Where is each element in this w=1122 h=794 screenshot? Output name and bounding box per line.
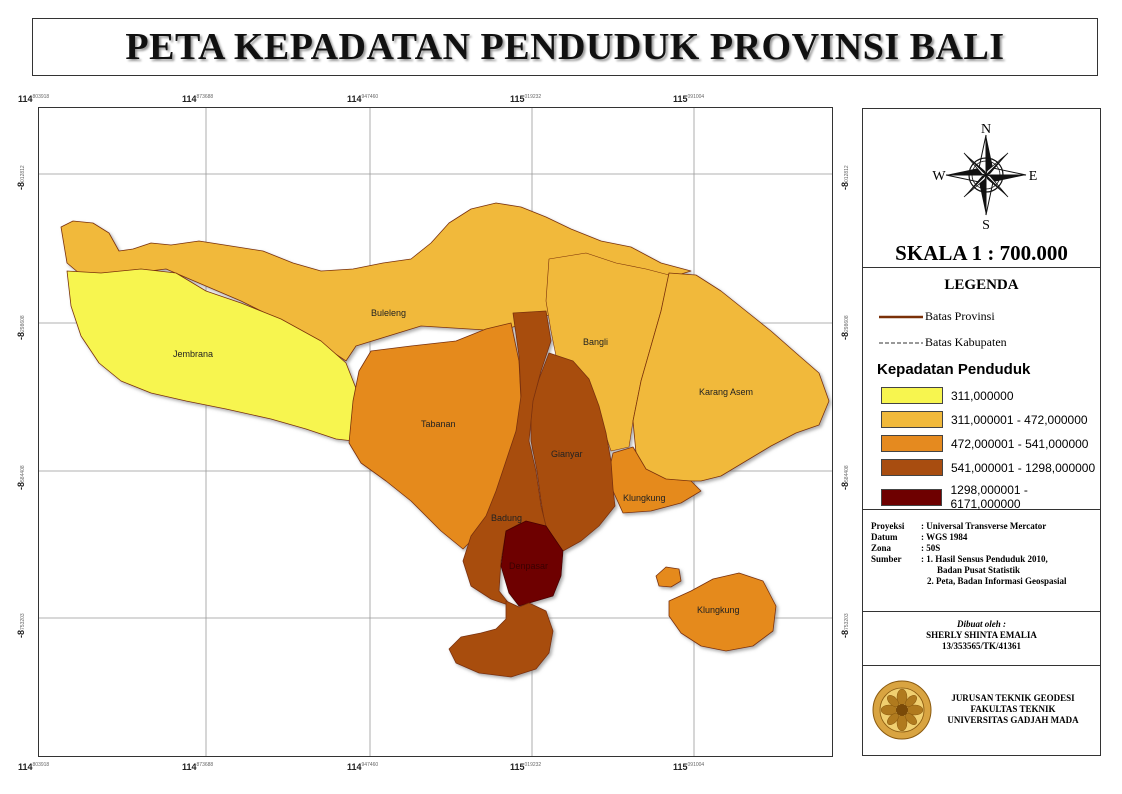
- region-klungkung-island: [668, 572, 777, 652]
- coord-top-3: 114947460: [347, 94, 379, 104]
- info-sumber-bps: Badan Pusat Statistik: [937, 565, 1021, 575]
- maker-nim: 13/353565/TK/41361: [941, 641, 1021, 651]
- info-val-sumber: : 1. Hasil Sensus Penduduk 2010,: [921, 554, 1048, 564]
- north-label: N: [981, 122, 991, 137]
- district-boundary-symbol: [879, 342, 923, 343]
- info-val-datum: : WGS 1984: [921, 532, 968, 542]
- coord-left-2: -8298608: [16, 315, 26, 340]
- map-frame: Jembrana Buleleng Tabanan Bangli Karang …: [38, 107, 833, 757]
- maker-name: SHERLY SHINTA EMALIA: [926, 630, 1037, 640]
- region-badung: [462, 310, 552, 607]
- coord-top-4: 115019232: [510, 94, 542, 104]
- legend-swatch-1: [881, 387, 943, 404]
- coord-bottom-2: 114873688: [182, 762, 214, 772]
- legend-batas-provinsi-label: Batas Provinsi: [925, 309, 995, 323]
- info-val-proyeksi: : Universal Transverse Mercator: [921, 521, 1047, 531]
- region-denpasar: [500, 520, 564, 607]
- region-jembrana: [66, 268, 360, 442]
- info-sumber-big: 2. Peta, Badan Informasi Geospasial: [927, 576, 1067, 586]
- label-klungkung: Klungkung: [623, 493, 666, 503]
- label-buleleng: Buleleng: [371, 308, 406, 318]
- map-info-table: Proyeksi: Universal Transverse Mercator …: [871, 521, 1067, 587]
- legend-swatch-5: [881, 488, 943, 506]
- legend-class-label-1: 311,000000: [951, 388, 1014, 403]
- legend-class-3: 472,000001 - 541,000000: [881, 435, 1088, 452]
- legend-class-label-4: 541,000001 - 1298,000000: [951, 460, 1096, 475]
- label-karangasem: Karang Asem: [699, 387, 753, 397]
- compass-rose-icon: N S E W: [932, 122, 1038, 233]
- region-bangli: [545, 252, 670, 452]
- info-key-datum: Datum: [871, 532, 898, 542]
- region-nusa-small: [655, 566, 682, 588]
- legend-class-4: 541,000001 - 1298,000000: [881, 459, 1095, 476]
- south-label: S: [982, 218, 990, 233]
- label-denpasar: Denpasar: [509, 561, 548, 571]
- coord-bottom-1: 114803918: [18, 762, 50, 772]
- institution-line-2: FAKULTAS TEKNIK: [970, 704, 1056, 714]
- coord-bottom-4: 115019232: [510, 762, 542, 772]
- legend-batas-provinsi: Batas Provinsi: [879, 309, 995, 324]
- institution-section: JURUSAN TEKNIK GEODESI FAKULTAS TEKNIK U…: [863, 667, 1100, 755]
- scale-text: SKALA 1 : 700.000: [863, 237, 1100, 268]
- legend-batas-kabupaten-label: Batas Kabupaten: [925, 335, 1007, 349]
- coord-bottom-5: 115091004: [673, 762, 705, 772]
- coord-right-4: -8753203: [840, 613, 850, 638]
- label-gianyar: Gianyar: [551, 449, 583, 459]
- label-tabanan: Tabanan: [421, 419, 456, 429]
- region-karangasem: [632, 272, 830, 482]
- bali-map: Jembrana Buleleng Tabanan Bangli Karang …: [39, 108, 832, 756]
- legend-class-label-3: 472,000001 - 541,000000: [951, 436, 1089, 451]
- coord-top-2: 114873688: [182, 94, 214, 104]
- maker-section: Dibuat oleh : SHERLY SHINTA EMALIA 13/35…: [863, 613, 1100, 666]
- legend-batas-kabupaten: Batas Kabupaten: [879, 335, 1007, 350]
- info-key-proyeksi: Proyeksi: [871, 521, 905, 531]
- legend-kepadatan-title: Kepadatan Penduduk: [877, 361, 1031, 378]
- coord-top-5: 115091004: [673, 94, 705, 104]
- label-klungkung-island: Klungkung: [697, 605, 740, 615]
- map-title: PETA KEPADATAN PENDUDUK PROVINSI BALI: [125, 26, 1005, 68]
- map-info-section: Proyeksi: Universal Transverse Mercator …: [863, 511, 1100, 612]
- label-badung: Badung: [491, 513, 522, 523]
- legend-class-label-5: 1298,000001 - 6171,000000: [950, 483, 1028, 511]
- legend-swatch-2: [881, 411, 943, 428]
- legend-swatch-3: [881, 435, 943, 452]
- legend-class-5: 1298,000001 - 6171,000000: [881, 483, 1100, 511]
- info-key-zona: Zona: [871, 543, 892, 553]
- legend-swatch-4: [881, 459, 943, 476]
- west-label: W: [932, 169, 946, 184]
- label-bangli: Bangli: [583, 337, 608, 347]
- info-val-zona: : 50S: [921, 543, 941, 553]
- north-arrow-section: N S E W: [863, 109, 1100, 235]
- institution-line-3: UNIVERSITAS GADJAH MADA: [947, 715, 1079, 725]
- institution-line-1: JURUSAN TEKNIK GEODESI: [951, 693, 1075, 703]
- coord-left-1: -8012812: [16, 165, 26, 190]
- east-label: E: [1029, 169, 1038, 184]
- coord-right-1: -8012812: [840, 165, 850, 190]
- region-buleleng: [60, 202, 692, 362]
- coord-right-3: -8584408: [840, 465, 850, 490]
- legend-class-1: 311,000000: [881, 387, 1014, 404]
- legend-class-2: 311,000001 - 472,000000: [881, 411, 1088, 428]
- label-jembrana: Jembrana: [173, 349, 213, 359]
- title-box: PETA KEPADATAN PENDUDUK PROVINSI BALI: [32, 18, 1098, 76]
- institution-text: JURUSAN TEKNIK GEODESI FAKULTAS TEKNIK U…: [933, 693, 1093, 726]
- legend-class-label-2: 311,000001 - 472,000000: [951, 412, 1088, 427]
- ugm-logo-icon: [872, 680, 932, 740]
- coord-top-1: 114803918: [18, 94, 50, 104]
- coord-bottom-3: 114947460: [347, 762, 379, 772]
- region-badung-south: [448, 600, 554, 678]
- region-gianyar: [530, 352, 616, 552]
- legend-panel: N S E W SKALA 1 : 700.000 LEGENDA Batas …: [862, 108, 1101, 756]
- coord-right-2: -8298608: [840, 315, 850, 340]
- legend-section: LEGENDA Batas Provinsi Batas Kabupaten K…: [863, 269, 1100, 511]
- maker-label: Dibuat oleh :: [956, 619, 1006, 629]
- info-key-sumber: Sumber: [871, 554, 902, 564]
- legend-title: LEGENDA: [944, 277, 1019, 293]
- province-boundary-symbol: [879, 315, 923, 318]
- coord-left-4: -8753203: [16, 613, 26, 638]
- coord-left-3: -8584408: [16, 465, 26, 490]
